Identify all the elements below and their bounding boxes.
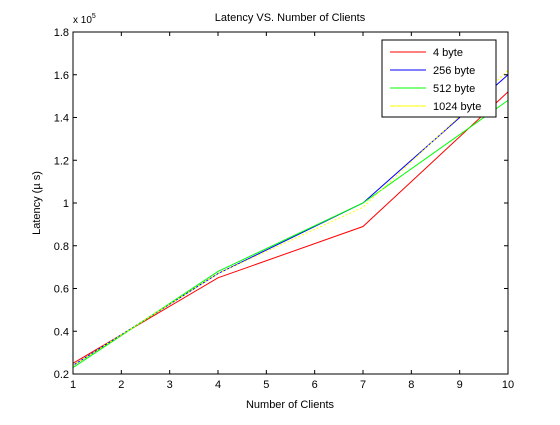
legend-label: 256 byte	[433, 65, 475, 77]
x-tick-label: 5	[263, 379, 269, 391]
legend-label: 1024 byte	[433, 101, 481, 113]
x-tick-label: 4	[215, 379, 221, 391]
x-tick-label: 1	[70, 379, 76, 391]
x-tick-label: 3	[167, 379, 173, 391]
x-axis-ticks: 1 2 3 4 5 6 7 8 9 10	[70, 32, 514, 391]
x-tick-label: 8	[408, 379, 414, 391]
x-tick-label: 2	[118, 379, 124, 391]
x-tick-label: 6	[312, 379, 318, 391]
y-tick-label: 1.4	[54, 113, 69, 125]
chart-title: Latency VS. Number of Clients	[215, 12, 366, 24]
y-axis-label: Latency (µ s)	[31, 171, 43, 235]
y-tick-label: 0.4	[54, 326, 69, 338]
y-scale-multiplier: x 105	[73, 13, 96, 26]
legend-box	[381, 39, 497, 118]
legend: 4 byte 256 byte 512 byte 1024 byte	[381, 39, 497, 118]
legend-label: 512 byte	[433, 83, 475, 95]
y-tick-label: 1.2	[54, 155, 69, 167]
y-tick-label: 1.8	[54, 27, 69, 39]
series-group	[72, 70, 509, 369]
series-line-4-byte	[72, 91, 509, 364]
y-tick-label: 0.2	[54, 369, 69, 381]
y-tick-label: 1	[63, 198, 69, 210]
x-tick-label: 9	[457, 379, 463, 391]
x-tick-label: 10	[502, 379, 514, 391]
y-tick-label: 0.6	[54, 284, 69, 296]
y-tick-label: 0.8	[54, 241, 69, 253]
y-axis-ticks: 0.2 0.4 0.6 0.8 1 1.2 1.4 1.6 1.8	[54, 27, 508, 381]
y-scale-base: x 10	[73, 15, 92, 26]
x-axis-label: Number of Clients	[246, 399, 335, 411]
y-tick-label: 1.6	[54, 70, 69, 82]
y-scale-exponent: 5	[92, 13, 96, 20]
series-line-1024-byte	[72, 70, 509, 366]
legend-label: 4 byte	[433, 47, 463, 59]
x-tick-label: 7	[360, 379, 366, 391]
